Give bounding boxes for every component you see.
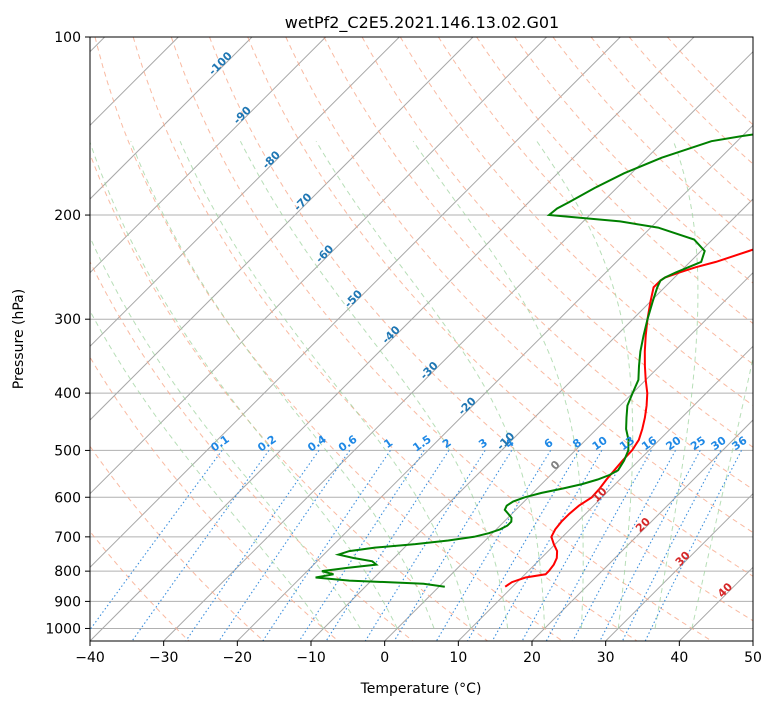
isotherm-line [90, 37, 474, 421]
isotherm-line [90, 37, 327, 274]
isotherm-line [605, 492, 753, 641]
dry-adiabat-line [590, 37, 753, 205]
isotherm-line [90, 37, 253, 200]
moist-adiabat-line [239, 140, 509, 629]
x-tick-label: 10 [449, 650, 467, 666]
mixing-ratio-line [435, 450, 552, 641]
dry-adiabat-line [132, 37, 638, 641]
dry-adiabat-line [209, 37, 753, 622]
moist-adiabat-line [90, 236, 361, 629]
y-tick-label: 800 [54, 564, 81, 580]
dry-adiabat-line [94, 37, 563, 641]
mixing-ratio-line [621, 450, 722, 641]
y-axis-label: Pressure (hPa) [11, 289, 27, 389]
y-tick-label: 500 [54, 443, 81, 459]
x-axis-label: Temperature (°C) [360, 681, 482, 697]
mixing-ratio-line [218, 450, 351, 641]
x-tick-label: 50 [744, 650, 762, 666]
mixing-ratio-line [521, 450, 630, 641]
x-tick-label: −20 [223, 650, 253, 666]
dry-adiabat-line [628, 37, 753, 165]
dry-adiabat-line [437, 37, 753, 365]
mixing-ratio-line [364, 450, 486, 641]
x-tick-label: 30 [597, 650, 615, 666]
isotherm-line [457, 345, 753, 641]
mixing-ratio-line [467, 450, 580, 641]
dewpoint-profile-line [315, 133, 753, 588]
dry-adiabat-line [399, 37, 753, 406]
isotherm-line [384, 271, 753, 641]
isotherm-line [163, 50, 753, 641]
x-tick-label: 40 [670, 650, 688, 666]
x-tick-label: −30 [149, 650, 179, 666]
moist-adiabat-line [412, 140, 584, 629]
temperature-profile-line [504, 248, 753, 588]
mixing-ratio-line [572, 450, 676, 641]
isotherm-line [90, 37, 400, 348]
plot-frame [89, 36, 754, 642]
dry-adiabat-line [361, 37, 753, 448]
dry-adiabat-line [476, 37, 753, 325]
mixing-ratio-line [599, 450, 701, 641]
isotherm-line [90, 37, 548, 495]
y-tick-label: 900 [54, 594, 81, 610]
moist-adiabat-line [691, 355, 753, 629]
y-tick-label: 200 [54, 208, 81, 224]
y-tick-label: 700 [54, 530, 81, 546]
mixing-ratio-line [185, 450, 320, 641]
mixing-ratio-line [491, 450, 603, 641]
x-tick-label: 20 [523, 650, 541, 666]
moist-adiabat-line [536, 140, 634, 629]
moist-adiabat-line [130, 141, 435, 629]
y-tick-label: 100 [54, 30, 81, 46]
dry-adiabat-line [247, 37, 753, 577]
isotherm-line [236, 124, 753, 641]
y-tick-label: 1000 [45, 621, 81, 637]
x-tick-label: −10 [296, 650, 326, 666]
isotherm-line [90, 37, 621, 569]
x-tick-label: −40 [75, 650, 105, 666]
isotherm-line [90, 37, 695, 641]
dry-adiabat-line [514, 37, 753, 284]
moist-adiabat-line [654, 141, 699, 629]
mixing-ratio-line [90, 450, 223, 631]
y-tick-label: 400 [54, 386, 81, 402]
y-tick-label: 300 [54, 312, 81, 328]
moist-adiabat-line [179, 140, 472, 629]
dry-adiabat-line [90, 445, 264, 641]
moist-adiabat-line [90, 141, 398, 629]
x-tick-label: 0 [380, 650, 389, 666]
mixing-ratio-line [545, 450, 652, 641]
isotherm-line [310, 198, 753, 641]
isotherm-line [531, 419, 753, 641]
dry-adiabat-line [170, 37, 712, 641]
moist-adiabat-line [90, 310, 324, 629]
chart-title: wetPf2_C2E5.2021.146.13.02.G01 [285, 13, 559, 33]
y-tick-label: 600 [54, 490, 81, 506]
mixing-ratio-line [325, 450, 450, 641]
mixing-ratio-line [393, 450, 513, 641]
moist-adiabat-line [315, 140, 545, 629]
